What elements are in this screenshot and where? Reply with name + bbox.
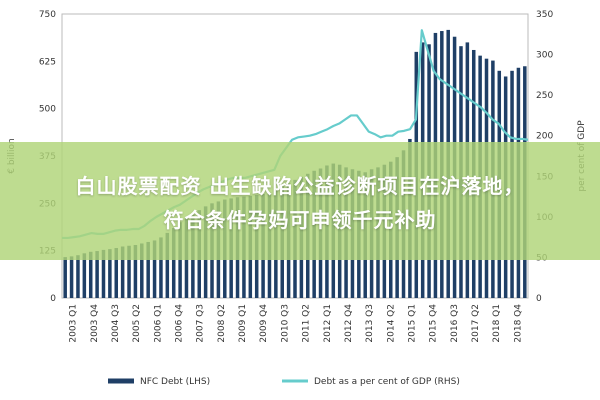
x-tick-label: 2013 Q3 xyxy=(365,304,375,343)
x-tick-label: 2018 Q4 xyxy=(513,304,523,343)
overlay-headline-line-1: 白山股票配资 出生缺陷公益诊断项目在沪落地， xyxy=(75,174,525,198)
x-tick-label: 2016 Q3 xyxy=(450,304,460,343)
bar-nfc-debt xyxy=(165,232,170,298)
x-tick-label: 2015 Q1 xyxy=(408,304,418,343)
bar-nfc-debt xyxy=(127,245,131,298)
bar-nfc-debt xyxy=(82,253,87,298)
x-tick-label: 2011 Q2 xyxy=(302,304,312,343)
x-tick-label: 2003 Q1 xyxy=(69,304,79,343)
bar-nfc-debt xyxy=(63,257,67,298)
y-right-tick-label: 200 xyxy=(536,132,553,142)
y-right-tick-label: 350 xyxy=(536,10,553,20)
bar-nfc-debt xyxy=(152,240,157,298)
x-tick-label: 2014 Q2 xyxy=(386,304,396,343)
x-tick-label: 2018 Q1 xyxy=(492,304,502,343)
bar-nfc-debt xyxy=(88,251,93,298)
y-left-tick-label: 0 xyxy=(50,294,56,304)
bar-nfc-debt xyxy=(69,256,74,298)
x-tick-label: 2012 Q4 xyxy=(344,304,354,343)
bar-nfc-debt xyxy=(159,237,163,298)
bar-nfc-debt xyxy=(101,249,106,298)
x-tick-label: 2007 Q3 xyxy=(196,304,206,343)
x-tick-label: 2005 Q2 xyxy=(132,304,142,343)
bar-nfc-debt xyxy=(76,255,80,298)
x-tick-label: 2012 Q1 xyxy=(323,304,333,343)
x-tick-label: 2010 Q3 xyxy=(280,304,290,343)
x-tick-label: 2017 Q2 xyxy=(471,304,481,343)
bar-nfc-debt xyxy=(120,246,125,298)
legend-label-nfc-debt: NFC Debt (LHS) xyxy=(140,377,210,387)
bar-nfc-debt xyxy=(146,241,150,298)
bar-nfc-debt xyxy=(95,251,99,298)
x-tick-label: 2008 Q2 xyxy=(217,304,227,343)
bar-nfc-debt xyxy=(178,222,182,298)
bar-nfc-debt xyxy=(114,248,119,298)
y-right-tick-label: 0 xyxy=(536,294,542,304)
y-right-tick-label: 250 xyxy=(536,91,553,101)
x-tick-label: 2003 Q4 xyxy=(90,304,100,343)
y-right-tick-label: 300 xyxy=(536,51,553,61)
bar-nfc-debt xyxy=(108,249,112,298)
overlay-headline-line-2: 符合条件孕妈可申领千元补助 xyxy=(163,208,437,232)
bar-nfc-debt xyxy=(133,244,138,298)
x-tick-label: 2009 Q4 xyxy=(259,304,269,343)
bar-nfc-debt xyxy=(140,243,144,298)
x-tick-label: 2015 Q4 xyxy=(429,304,439,343)
overlay-banner: 白山股票配资 出生缺陷公益诊断项目在沪落地， 符合条件孕妈可申领千元补助 xyxy=(0,142,600,260)
y-left-tick-label: 500 xyxy=(39,105,56,115)
y-left-tick-label: 625 xyxy=(39,57,56,67)
x-tick-label: 2004 Q3 xyxy=(111,304,121,343)
x-tick-label: 2009 Q1 xyxy=(238,304,248,343)
x-tick-label: 2006 Q4 xyxy=(175,304,185,343)
legend-label-debt-gdp: Debt as a per cent of GDP (RHS) xyxy=(314,377,460,387)
bar-nfc-debt xyxy=(171,227,176,298)
y-left-tick-label: 750 xyxy=(39,10,56,20)
x-tick-label: 2006 Q1 xyxy=(153,304,163,343)
